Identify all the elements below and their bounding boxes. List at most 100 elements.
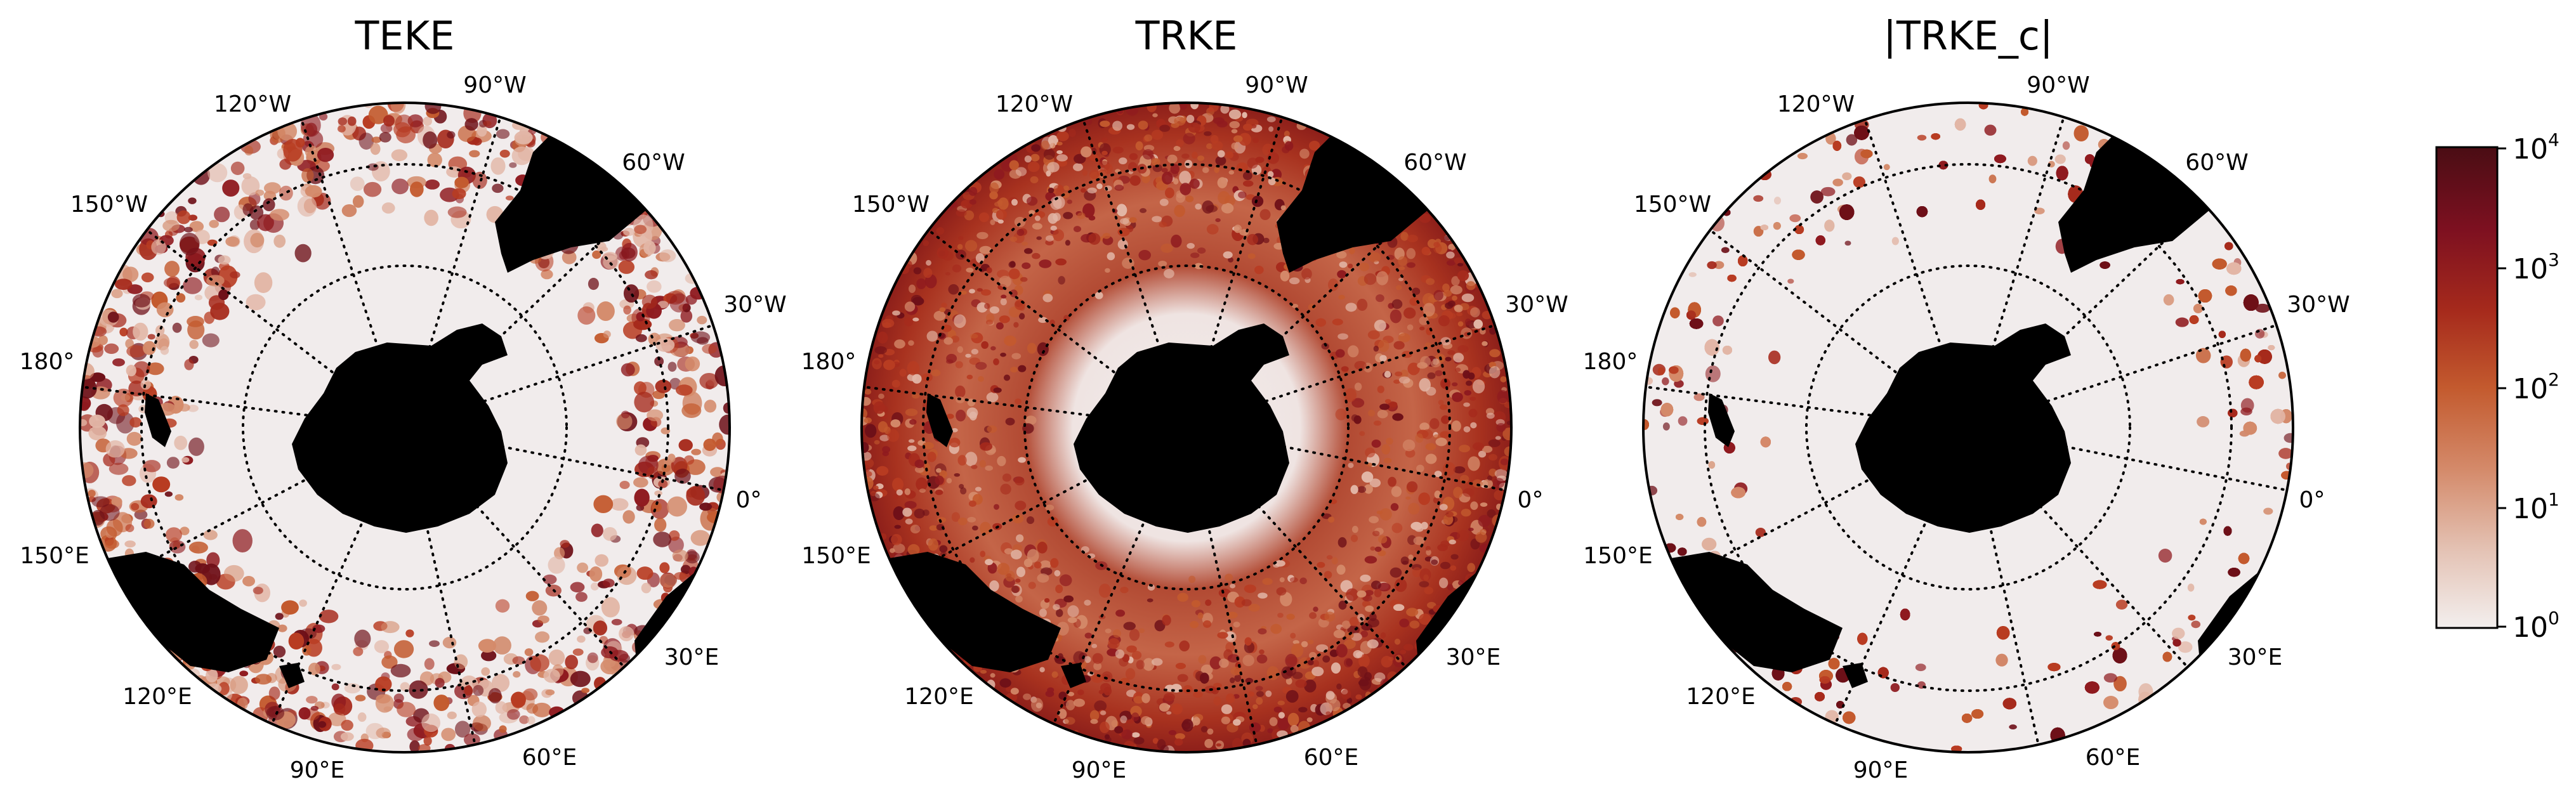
eddy-blob: [577, 306, 596, 325]
eddy-blob: [1247, 233, 1258, 245]
eddy-blob: [581, 688, 590, 693]
eddy-blob: [381, 655, 398, 669]
eddy-blob: [2255, 303, 2270, 313]
eddy-blob: [1226, 631, 1237, 643]
eddy-blob: [393, 122, 411, 138]
eddy-blob: [680, 565, 691, 575]
eddy-blob: [492, 183, 504, 193]
eddy-blob: [454, 654, 468, 670]
eddy-blob: [2228, 568, 2240, 577]
eddy-blob: [1030, 176, 1039, 183]
lon-label-120w: 120°W: [1777, 91, 1855, 117]
eddy-blob: [1393, 379, 1400, 384]
eddy-blob: [1435, 370, 1443, 377]
eddy-blob: [184, 359, 194, 370]
eddy-blob: [2197, 416, 2210, 428]
eddy-blob: [1181, 153, 1190, 159]
eddy-blob: [1112, 121, 1122, 131]
eddy-blob: [1117, 228, 1130, 237]
eddy-blob: [1054, 570, 1061, 577]
eddy-blob: [1077, 689, 1084, 696]
eddy-blob: [1338, 294, 1345, 300]
eddy-blob: [1249, 722, 1261, 733]
lon-label-150e: 150°E: [1583, 543, 1652, 569]
eddy-blob: [668, 537, 684, 554]
eddy-blob: [125, 339, 134, 349]
eddy-blob: [169, 540, 186, 554]
eddy-blob: [1381, 656, 1393, 668]
eddy-blob: [1347, 345, 1359, 358]
eddy-blob: [1190, 620, 1199, 629]
eddy-blob: [1080, 188, 1086, 193]
eddy-blob: [1824, 219, 1835, 232]
eddy-blob: [452, 188, 466, 200]
eddy-blob: [1344, 388, 1357, 402]
eddy-blob: [210, 303, 230, 320]
eddy-blob: [105, 440, 125, 458]
eddy-blob: [2223, 526, 2232, 536]
eddy-blob: [1231, 142, 1239, 150]
eddy-blob: [1213, 696, 1221, 706]
eddy-blob: [1480, 528, 1487, 535]
eddy-blob: [904, 500, 917, 509]
eddy-blob: [882, 451, 890, 457]
eddy-blob: [1440, 561, 1451, 570]
eddy-blob: [1197, 612, 1204, 620]
eddy-blob: [881, 318, 895, 328]
eddy-blob: [1133, 696, 1144, 704]
eddy-blob: [1478, 514, 1491, 528]
eddy-blob: [524, 648, 534, 656]
eddy-blob: [1368, 252, 1381, 263]
eddy-blob: [1961, 713, 1973, 723]
eddy-blob: [958, 236, 964, 240]
eddy-blob: [1304, 679, 1317, 693]
eddy-blob: [1398, 376, 1410, 384]
eddy-blob: [299, 599, 307, 607]
eddy-blob: [980, 442, 993, 451]
eddy-blob: [645, 270, 658, 280]
eddy-blob: [1383, 457, 1392, 464]
eddy-blob: [306, 696, 318, 704]
eddy-blob: [996, 322, 1004, 330]
eddy-blob: [1216, 743, 1221, 747]
eddy-blob: [1890, 682, 1900, 693]
eddy-blob: [994, 169, 1005, 180]
eddy-blob: [1015, 595, 1023, 603]
eddy-blob: [211, 266, 220, 277]
eddy-blob: [1500, 458, 1509, 466]
eddy-blob: [433, 695, 450, 712]
eddy-blob: [383, 115, 395, 127]
eddy-blob: [1138, 628, 1145, 634]
eddy-blob: [1089, 169, 1100, 180]
eddy-blob: [704, 400, 717, 413]
eddy-blob: [2228, 408, 2238, 417]
eddy-blob: [1242, 112, 1247, 119]
eddy-blob: [966, 374, 973, 380]
eddy-blob: [1996, 626, 2010, 640]
lon-label-0: 0°: [1518, 487, 1544, 513]
eddy-blob: [2263, 507, 2273, 515]
eddy-blob: [1034, 561, 1042, 569]
lon-label-90e: 90°E: [1853, 757, 1909, 783]
eddy-blob: [1406, 481, 1418, 493]
eddy-blob: [2255, 329, 2265, 339]
eddy-blob: [423, 116, 432, 126]
eddy-blob: [933, 310, 946, 321]
eddy-blob: [1343, 639, 1356, 650]
eddy-blob: [1378, 339, 1390, 352]
eddy-blob: [1119, 157, 1127, 165]
eddy-blob: [699, 502, 713, 511]
eddy-blob: [1420, 356, 1431, 367]
eddy-blob: [1426, 278, 1435, 285]
eddy-blob: [1202, 167, 1209, 173]
eddy-blob: [1773, 222, 1781, 230]
eddy-blob: [1376, 510, 1383, 514]
eddy-blob: [873, 401, 885, 414]
eddy-blob: [1013, 322, 1019, 328]
eddy-blob: [1357, 590, 1367, 598]
eddy-blob: [405, 629, 414, 637]
eddy-blob: [1053, 195, 1065, 209]
eddy-blob: [1256, 697, 1263, 705]
eddy-blob: [1421, 521, 1428, 530]
eddy-blob: [1456, 312, 1463, 317]
